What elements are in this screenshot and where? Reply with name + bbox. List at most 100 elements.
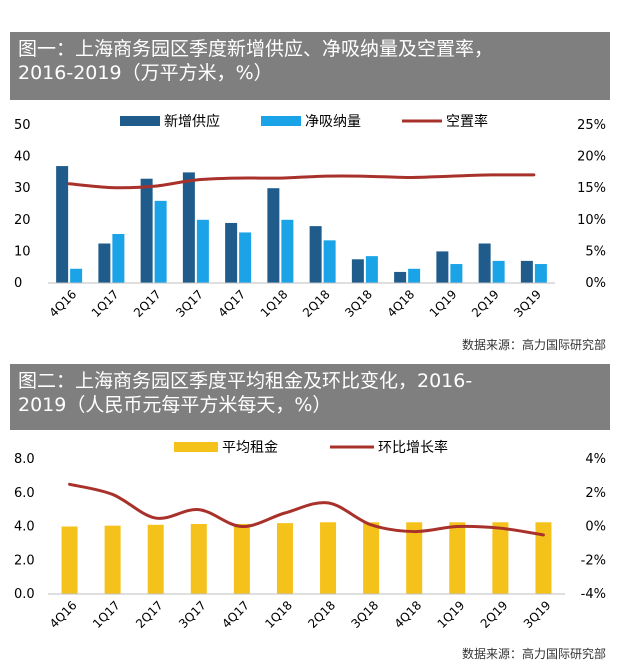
chart1-bar-2: [239, 232, 252, 283]
chart1-left-tick: 20: [14, 213, 31, 228]
chart1-bar-2: [112, 234, 125, 283]
chart1-left-tick: 40: [14, 150, 31, 165]
chart1-bar-1: [394, 271, 407, 283]
chart2-bar-1: [492, 522, 509, 594]
chart1-bar-2: [450, 264, 463, 283]
chart2-bar-1: [190, 523, 207, 594]
chart2-bar-1: [233, 523, 250, 594]
chart1-bar-2: [323, 240, 336, 283]
chart2-bar-1: [363, 522, 380, 594]
chart1-legend-label: 空置率: [446, 113, 488, 130]
chart1-bar-2: [281, 219, 294, 283]
chart1-category-label: 1Q17: [89, 287, 122, 320]
chart1-bar-1: [98, 243, 111, 283]
chart1-title: 图一：上海商务园区季度新增供应、净吸纳量及空置率， 2016-2019（万平方米…: [10, 32, 610, 100]
chart1-line-series: [67, 173, 536, 190]
chart1-left-tick: 50: [14, 118, 31, 133]
chart1-right-tick: 0%: [585, 276, 606, 291]
chart2: 0.0 2.0 4.0 6.0 8.0 -4% -2% 0% 2% 4% 4Q16 1Q17 2Q17 3…: [14, 439, 606, 631]
chart2-left-tick: 6.0: [14, 486, 35, 501]
chart2-line-series: [68, 482, 545, 537]
chart2-bar-1: [147, 524, 164, 594]
chart1-right-tick: 15%: [577, 181, 606, 196]
chart1-bar-2: [70, 268, 83, 283]
chart1-bar-1: [520, 260, 533, 283]
chart2-left-tick: 8.0: [14, 452, 35, 467]
chart1-title-line-1: 图一：上海商务园区季度新增供应、净吸纳量及空置率，: [18, 38, 494, 60]
chart2-bar-1: [320, 522, 337, 594]
chart1-bar-2: [154, 200, 167, 283]
chart2-legend-swatch: [174, 442, 218, 452]
chart2-category-label: 1Q18: [262, 598, 295, 631]
chart1-category-label: 4Q18: [384, 287, 417, 320]
chart2-category-label: 1Q19: [435, 598, 468, 631]
chart2-category-label: 2Q19: [478, 598, 511, 631]
chart1-right-tick: 5%: [585, 244, 606, 259]
chart2-category-label: 2Q18: [305, 598, 338, 631]
chart2-title-line-1: 图二：上海商务园区季度平均租金及环比变化，2016-: [18, 370, 473, 392]
chart1: 0 10 20 30 40 50 0% 5% 10% 15% 20% 25% 4Q16 1Q17 2Q17 3…: [14, 113, 606, 320]
chart1-left-tick: 10: [14, 244, 31, 259]
chart1-bar-1: [351, 259, 364, 283]
chart2-source: 数据来源：高力国际研究部: [461, 647, 606, 661]
chart1-source: 数据来源：高力国际研究部: [461, 338, 606, 352]
chart2-category-label: 4Q18: [392, 598, 425, 631]
chart1-legend-swatch: [120, 116, 160, 126]
chart2-category-label: 1Q17: [90, 598, 123, 631]
chart1-bar-1: [309, 226, 322, 283]
chart1-category-label: 1Q18: [258, 287, 291, 320]
chart1-category-label: 2Q19: [469, 287, 502, 320]
chart1-right-tick: 25%: [577, 118, 606, 133]
chart2-bar-1: [449, 522, 466, 594]
chart1-bar-1: [267, 188, 280, 283]
chart1-category-label: 2Q17: [131, 287, 164, 320]
chart2-category-label: 3Q19: [521, 598, 554, 631]
chart2-bar-1: [61, 526, 78, 594]
chart2-left-tick: 0.0: [14, 587, 35, 602]
chart1-left-tick: 30: [14, 181, 31, 196]
chart1-legend-swatch: [261, 116, 301, 126]
chart1-bar-2: [196, 219, 209, 283]
chart2-category-label: 3Q18: [348, 598, 381, 631]
chart1-category-label: 1Q19: [427, 287, 460, 320]
chart1-right-tick: 20%: [577, 150, 606, 165]
chart2-title: 图二：上海商务园区季度平均租金及环比变化，2016- 2019（人民币元每平方米…: [10, 364, 610, 430]
chart1-bar-2: [534, 264, 547, 283]
chart1-bar-1: [56, 166, 69, 283]
chart2-legend-label: 平均租金: [222, 440, 278, 456]
chart1-category-label: 3Q19: [511, 287, 544, 320]
chart2-category-label: 3Q17: [176, 598, 209, 631]
chart2-right-tick: 2%: [585, 486, 606, 501]
chart1-category-label: 2Q18: [300, 287, 333, 320]
chart2-bar-1: [276, 523, 293, 594]
chart2-category-label: 2Q17: [133, 598, 166, 631]
chart1-category-label: 4Q16: [46, 287, 79, 320]
chart1-bar-1: [140, 178, 153, 283]
chart2-legend-label: 环比增长率: [378, 439, 448, 456]
chart1-category-label: 4Q17: [215, 287, 248, 320]
chart1-bar-1: [478, 243, 491, 283]
chart1-bar-1: [436, 251, 449, 283]
chart1-legend-label: 新增供应: [164, 113, 220, 130]
chart2-bar-1: [406, 522, 423, 594]
chart1-bar-1: [182, 172, 195, 283]
chart1-category-label: 3Q17: [173, 287, 206, 320]
chart1-title-line-2: 2016-2019（万平方米，%）: [18, 62, 273, 84]
chart1-bar-2: [365, 256, 378, 283]
chart1-category-label: 3Q18: [342, 287, 375, 320]
chart2-category-label: 4Q17: [219, 598, 252, 631]
chart1-bar-2: [492, 260, 505, 283]
chart2-bar-1: [535, 522, 552, 594]
chart1-bar-2: [408, 268, 421, 283]
chart2-left-tick: 4.0: [14, 520, 35, 535]
chart2-category-label: 4Q16: [47, 598, 80, 631]
chart2-right-tick: 4%: [585, 452, 606, 467]
chart1-bar-1: [225, 222, 238, 283]
chart2-right-tick: 0%: [585, 520, 606, 535]
chart1-legend-label: 净吸纳量: [305, 114, 361, 130]
chart2-title-line-2: 2019（人民币元每平方米每天，%）: [18, 394, 332, 416]
chart2-left-tick: 2.0: [14, 553, 35, 568]
chart2-right-tick: -4%: [581, 587, 606, 602]
chart1-left-tick: 0: [14, 276, 22, 291]
chart2-right-tick: -2%: [581, 553, 606, 568]
